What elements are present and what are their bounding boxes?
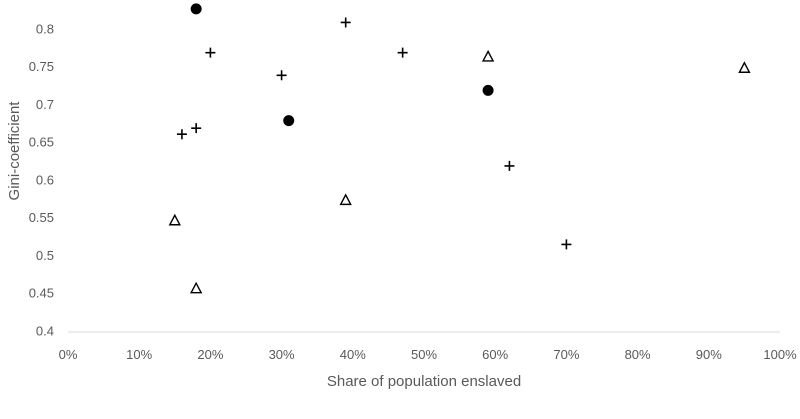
triangle-point [339,193,352,206]
triangle-point [168,213,181,226]
plus-point [504,160,515,171]
plus-point [340,17,351,28]
x-axis-title: Share of population enslaved [327,373,521,390]
y-axis-title: Gini-coefficient [6,101,23,201]
triangle-point [738,61,751,73]
plus-point [276,70,287,81]
y-tick-label: 0.75 [29,59,54,74]
plus-point [397,47,408,58]
circle-point [190,3,202,15]
x-tick-label: 100% [763,347,797,362]
y-tick-label: 0.5 [36,248,54,263]
y-tick-label: 0.4 [36,323,54,338]
triangle-point [481,49,495,62]
x-tick-label: 30% [269,347,295,362]
x-tick-label: 90% [696,347,722,362]
y-tick-label: 0.55 [29,210,54,225]
y-tick-label: 0.6 [36,172,54,187]
plus-point [561,239,572,250]
plus-point [191,123,202,134]
x-tick-label: 20% [197,347,223,362]
triangle-point [190,281,203,294]
plus-point [205,47,216,58]
y-tick-label: 0.65 [29,135,54,150]
circle-point [482,84,494,96]
plus-point [176,129,187,140]
x-tick-label: 50% [411,347,437,362]
x-tick-label: 10% [126,347,152,362]
y-tick-label: 0.7 [36,97,54,112]
circle-point [283,115,295,127]
y-tick-label: 0.8 [36,21,54,36]
x-tick-label: 0% [59,347,78,362]
x-tick-label: 80% [625,347,651,362]
x-tick-label: 60% [482,347,508,362]
x-tick-label: 70% [553,347,579,362]
x-tick-label: 40% [340,347,366,362]
y-tick-label: 0.45 [29,286,54,301]
